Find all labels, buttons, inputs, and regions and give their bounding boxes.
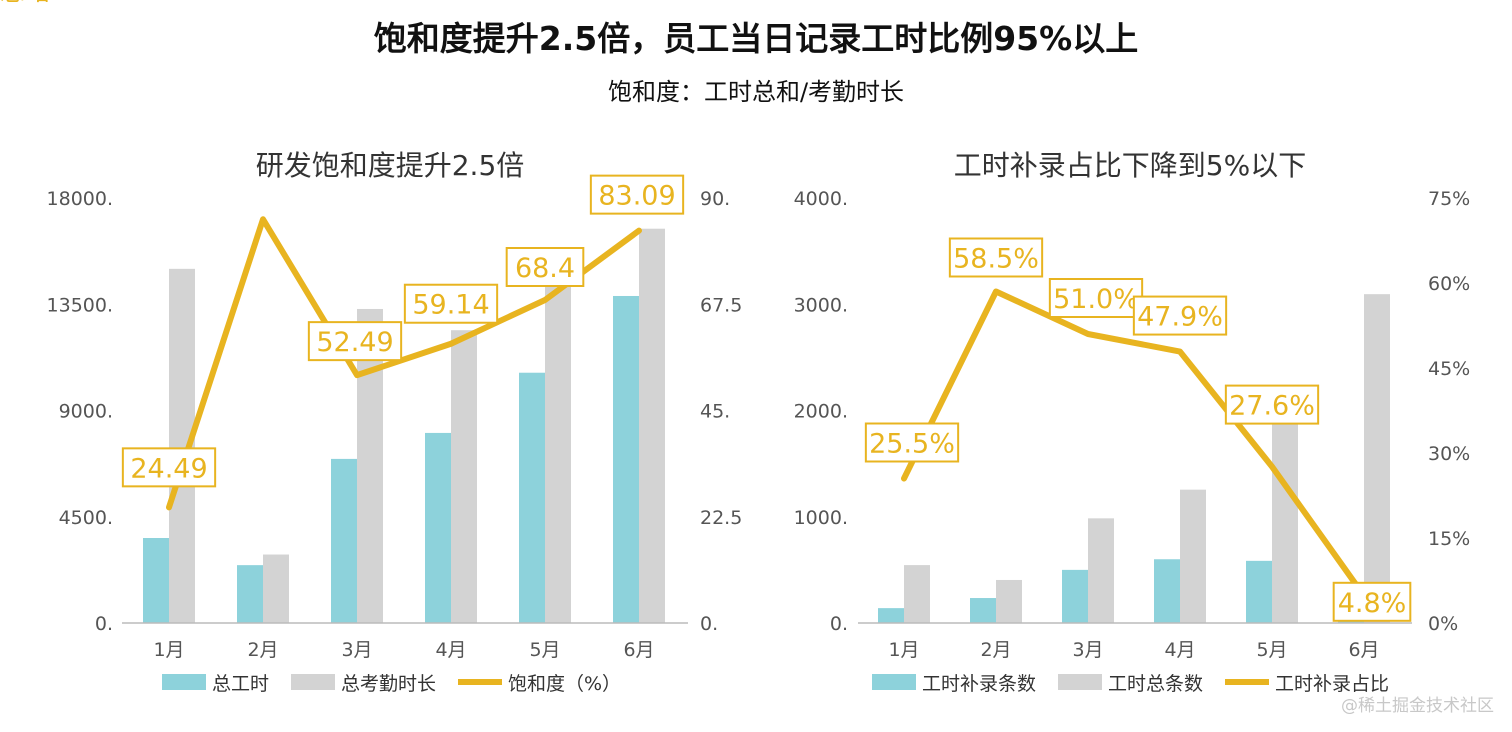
y-left-tick-label: 4500. [59, 507, 113, 529]
legend-swatch [1058, 674, 1102, 690]
bar-secondary [451, 330, 477, 623]
bar-primary [237, 565, 263, 623]
bar-secondary [263, 554, 289, 623]
legend-label: 工时补录条数 [922, 673, 1036, 695]
y-right-tick-label: 67.5 [700, 294, 742, 316]
x-tick-label: 5月 [1256, 639, 1287, 661]
data-label-box [1224, 384, 1320, 425]
legend-swatch [162, 674, 206, 690]
bar-primary [878, 608, 904, 623]
page-title: 饱和度提升2.5倍，员工当日记录工时比例95%以上 [373, 19, 1139, 58]
y-right-tick-label: 45% [1428, 358, 1470, 380]
chart-title: 研发饱和度提升2.5倍 [256, 149, 525, 182]
y-left-tick-label: 0. [830, 613, 848, 635]
data-label-box [121, 447, 217, 488]
data-label: 52.49 [316, 327, 393, 358]
bar-secondary [1088, 518, 1114, 623]
data-label: 68.4 [515, 253, 575, 284]
bar-secondary [639, 228, 665, 623]
data-label-box [589, 174, 685, 215]
data-label-box [864, 422, 960, 463]
legend-label: 工时总条数 [1108, 673, 1203, 695]
data-label: 58.5% [953, 244, 1039, 275]
bar-secondary [904, 565, 930, 623]
y-right-tick-label: 90. [700, 188, 730, 210]
legend-label: 饱和度（%） [508, 673, 621, 695]
bar-secondary [1364, 294, 1390, 623]
bar-secondary [1272, 397, 1298, 623]
x-tick-label: 6月 [1348, 639, 1379, 661]
x-tick-label: 4月 [435, 639, 466, 661]
x-tick-label: 4月 [1164, 639, 1195, 661]
y-right-tick-label: 75% [1428, 188, 1470, 210]
y-left-tick-label: 0. [95, 613, 113, 635]
chart-2: 工时补录占比下降到5%以下 0. 1000. 2000. 3000. 4000. 0% 15%… [794, 149, 1471, 695]
data-label: 4.8% [1338, 588, 1407, 619]
data-label: 27.6% [1229, 391, 1315, 422]
legend-swatch [872, 674, 916, 690]
page-subtitle: 饱和度：工时总和/考勤时长 [607, 78, 905, 106]
legend-label: 总工时 [212, 673, 269, 695]
chart-annotation: 异常忽略 [0, 0, 50, 6]
x-tick-label: 3月 [1072, 639, 1103, 661]
data-label-box [505, 247, 585, 287]
bar-secondary [996, 579, 1022, 623]
y-right-tick-label: 60% [1428, 273, 1470, 295]
chart-1: 研发饱和度提升2.5倍 0. 4500. 9000. 13500. 18000. 0. 22.… [0, 0, 742, 695]
y-right-tick-label: 0% [1428, 613, 1458, 635]
y-left-tick-label: 13500. [47, 294, 113, 316]
y-left-tick-label: 9000. [59, 401, 113, 423]
x-tick-label: 1月 [888, 639, 919, 661]
y-left-tick-label: 2000. [794, 401, 848, 423]
bar-primary [613, 295, 639, 623]
y-right-tick-label: 22.5 [700, 507, 742, 529]
data-label-box [1048, 278, 1144, 318]
y-right-tick-label: 15% [1428, 528, 1470, 550]
data-label: 24.49 [130, 453, 207, 484]
data-label: 47.9% [1137, 302, 1223, 333]
chart-title: 工时补录占比下降到5%以下 [954, 149, 1306, 182]
data-label-box [307, 321, 403, 362]
legend-swatch [291, 674, 335, 690]
y-left-tick-label: 18000. [47, 188, 113, 210]
bar-primary [1062, 569, 1088, 623]
y-right-tick-label: 30% [1428, 443, 1470, 465]
x-tick-label: 1月 [153, 639, 184, 661]
series-line [166, 216, 642, 511]
bar-primary [1246, 560, 1272, 623]
y-left-tick-label: 3000. [794, 294, 848, 316]
bar-primary [970, 598, 996, 623]
data-label: 59.14 [412, 290, 489, 321]
x-tick-label: 5月 [529, 639, 560, 661]
bar-secondary [1180, 489, 1206, 623]
bar-secondary [357, 308, 383, 623]
x-tick-label: 2月 [980, 639, 1011, 661]
data-label: 83.09 [598, 181, 675, 212]
series-line [901, 288, 1367, 599]
data-label-box [948, 237, 1044, 278]
bar-primary [425, 432, 451, 623]
bar-secondary [545, 283, 571, 623]
y-right-tick-label: 45. [700, 401, 730, 423]
legend-label: 总考勤时长 [341, 673, 436, 695]
bar-primary [1154, 559, 1180, 623]
data-label: 25.5% [869, 429, 955, 460]
data-label: 51.0% [1053, 284, 1139, 315]
bar-primary [519, 372, 545, 623]
x-tick-label: 2月 [247, 639, 278, 661]
x-tick-label: 3月 [341, 639, 372, 661]
watermark: @稀土掘金技术社区 [1341, 696, 1494, 716]
bar-primary [331, 458, 357, 623]
y-left-tick-label: 4000. [794, 188, 848, 210]
legend-label: 工时补录占比 [1275, 673, 1389, 695]
y-left-tick-label: 1000. [794, 507, 848, 529]
y-right-tick-label: 0. [700, 613, 718, 635]
data-label-box [1332, 581, 1412, 622]
bar-primary [143, 538, 169, 623]
data-label-box [403, 283, 499, 324]
data-label-box [1132, 295, 1228, 336]
x-tick-label: 6月 [623, 639, 654, 661]
